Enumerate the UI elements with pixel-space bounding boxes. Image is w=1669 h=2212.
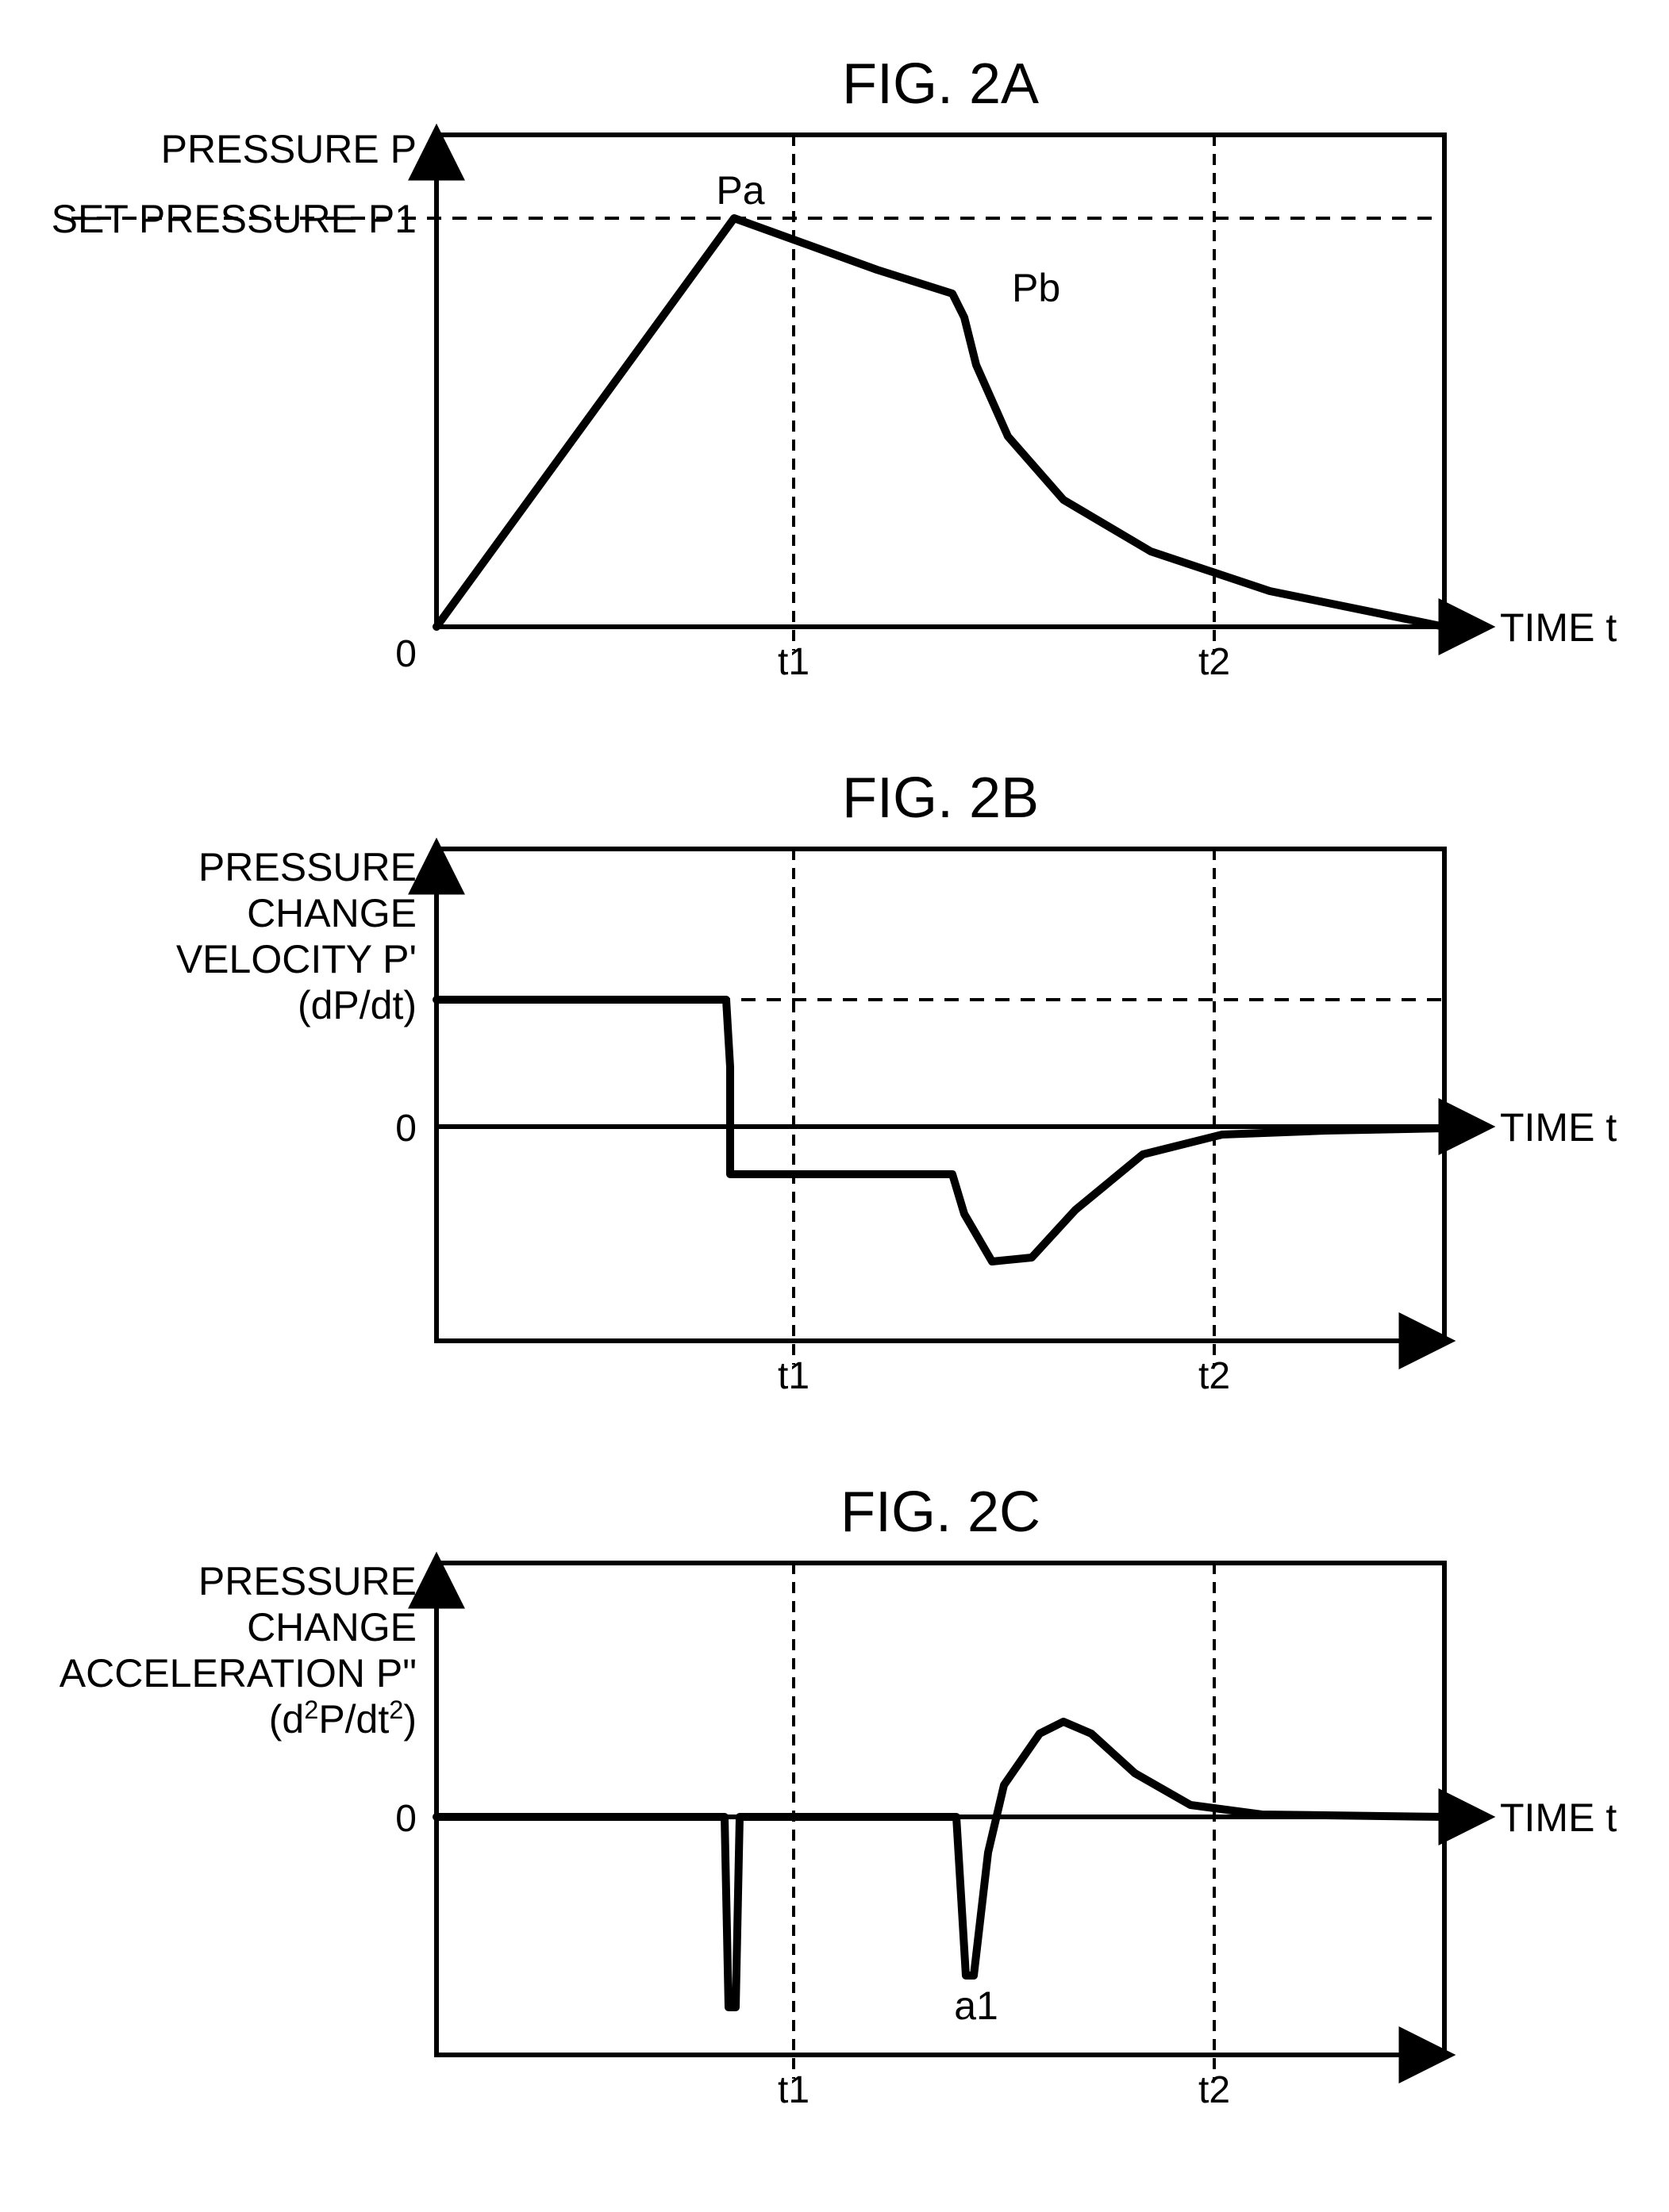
plot-frame bbox=[436, 135, 1444, 627]
y-axis-label-line4: (dP/dt) bbox=[298, 983, 417, 1027]
plot-frame bbox=[436, 1563, 1444, 2055]
set-pressure-line-label: SET PRESSURE P1 bbox=[52, 197, 417, 241]
figure-2c: FIG. 2C 0 TIME t t1 t2 PRESSURECHANGEACCELERA… bbox=[16, 1468, 1669, 2170]
pb-label: Pb bbox=[1012, 266, 1060, 310]
x-axis-label: TIME t bbox=[1500, 1105, 1617, 1150]
curve bbox=[436, 1722, 1444, 2007]
t2-label: t2 bbox=[1198, 2069, 1230, 2111]
y-axis-label-line3: ACCELERATION P" bbox=[60, 1651, 417, 1695]
pa-label: Pa bbox=[716, 168, 764, 213]
x-axis-label: TIME t bbox=[1500, 1795, 1617, 1840]
y-axis-label-line4: (d2P/dt2) bbox=[269, 1695, 417, 1742]
figure-title: FIG. 2A bbox=[842, 52, 1039, 116]
origin-label: 0 bbox=[395, 633, 417, 675]
t2-label: t2 bbox=[1198, 641, 1230, 683]
t1-label: t1 bbox=[778, 2069, 810, 2111]
curve bbox=[436, 1000, 1444, 1262]
origin-label: 0 bbox=[395, 1108, 417, 1150]
y-axis-label-line2: CHANGE bbox=[247, 1605, 417, 1649]
y-axis-label-line1: PRESSURE bbox=[198, 845, 417, 889]
figure-2a: FIG. 2A 0 TIME t t1 t2 PRESSURE P SET PRESSURE… bbox=[16, 40, 1669, 742]
x-axis-label: TIME t bbox=[1500, 605, 1617, 650]
fig-2a: FIG. 2A 0 TIME t t1 t2 PRESSURE P SET PRESSURE… bbox=[16, 40, 1669, 738]
y-axis-label-line2: CHANGE bbox=[247, 891, 417, 935]
a1-label: a1 bbox=[954, 1984, 998, 2028]
t1-label: t1 bbox=[778, 641, 810, 683]
plot-frame bbox=[436, 849, 1444, 1341]
t1-label: t1 bbox=[778, 1355, 810, 1397]
y-axis-label-line1: PRESSURE P bbox=[161, 127, 417, 171]
y-axis-label-line3: VELOCITY P' bbox=[176, 937, 417, 981]
fig-2c: FIG. 2C 0 TIME t t1 t2 PRESSURECHANGEACCELERA… bbox=[16, 1468, 1669, 2166]
figure-title: FIG. 2B bbox=[842, 766, 1039, 830]
origin-label: 0 bbox=[395, 1798, 417, 1840]
t2-label: t2 bbox=[1198, 1355, 1230, 1397]
curve bbox=[436, 218, 1444, 627]
figure-title: FIG. 2C bbox=[840, 1480, 1040, 1544]
y-axis-label-line1: PRESSURE bbox=[198, 1559, 417, 1603]
figure-2b: FIG. 2B 0 TIME t t1 t2 PRESSURECHANGEVELOCITY… bbox=[16, 754, 1669, 1456]
fig-2b: FIG. 2B 0 TIME t t1 t2 PRESSURECHANGEVELOCITY… bbox=[16, 754, 1669, 1452]
